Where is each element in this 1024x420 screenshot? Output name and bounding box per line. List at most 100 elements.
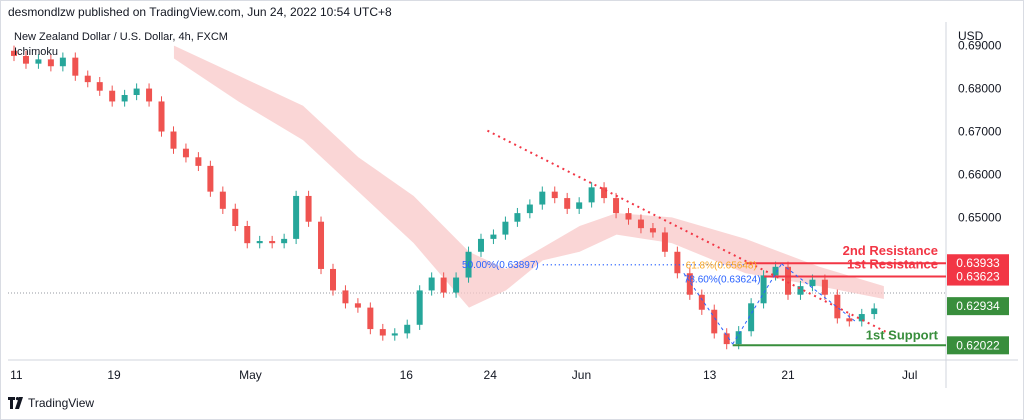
candle-body [84, 75, 91, 83]
candle-body [379, 329, 386, 336]
support1-price-text: 0.62022 [956, 338, 1000, 352]
candle-body [428, 277, 435, 291]
candle-body [367, 307, 374, 330]
candle-body [416, 290, 423, 325]
fib50-label: 50.00%(0.63897) [462, 260, 539, 271]
candle-body [404, 324, 411, 334]
candle-body [121, 95, 128, 102]
y-axis-ticks: 0.69000 0.68000 0.67000 0.66000 0.65000 [958, 39, 1002, 225]
y-tick-label: 0.67000 [958, 125, 1002, 139]
descending-trendline [486, 129, 894, 337]
candle-body [281, 238, 288, 244]
candle-body [477, 238, 484, 252]
candle-body [797, 286, 804, 295]
x-tick-label: Jul [902, 368, 917, 382]
current-price-tag [947, 297, 1009, 316]
candle-body [514, 213, 521, 222]
candle-body [170, 131, 177, 149]
x-tick-label: Jun [572, 368, 591, 382]
footer-brand: TradingView [8, 396, 94, 410]
fib618-label: 61.8%(0.65648) [686, 261, 757, 272]
candle-body [526, 204, 533, 214]
candle-body [440, 277, 447, 293]
y-tick-label: 0.68000 [958, 82, 1002, 96]
candle-body [649, 228, 656, 233]
fib-retrace-line [732, 263, 782, 345]
symbol-title: New Zealand Dollar / U.S. Dollar, 4h, FX… [14, 31, 228, 43]
resistance2-label: 2nd Resistance [843, 243, 938, 258]
candle-body [219, 191, 226, 209]
x-tick-label: 21 [781, 368, 795, 382]
candle-body [539, 191, 546, 205]
x-tick-label: 13 [703, 368, 717, 382]
y-tick-label: 0.65000 [958, 210, 1002, 224]
tradingview-logo-icon [8, 397, 23, 409]
candle-body [772, 266, 779, 276]
candle-body [22, 55, 29, 64]
x-axis-ticks: 11 19 May 16 24 Jun 13 21 Jul [10, 368, 917, 382]
candle-body [453, 277, 460, 293]
candle-body [330, 268, 337, 291]
candle-body [182, 148, 189, 158]
candle-body [564, 198, 571, 209]
candle-body [871, 308, 878, 315]
candle-body [490, 234, 497, 239]
candle-body [846, 318, 853, 322]
currency-label: USD [958, 29, 984, 43]
candle-body [785, 266, 792, 295]
x-tick-label: 19 [107, 368, 121, 382]
candle-body [674, 251, 681, 274]
resistance1-price-text: 0.63623 [956, 270, 1000, 284]
support1-label: 1st Support [866, 327, 939, 342]
resistance1-price-tag [947, 267, 1009, 286]
candle-body [146, 88, 153, 102]
candle-body [133, 88, 140, 96]
candle-body [723, 333, 730, 345]
candle-body [158, 101, 165, 132]
candle-body [244, 226, 251, 244]
candle-body [809, 279, 816, 287]
candle-body [748, 303, 755, 332]
cloud-area [173, 45, 884, 308]
annotations: 2nd Resistance 0.63933 1st Resistance 0.636… [462, 129, 1009, 355]
candle-body [109, 90, 116, 102]
candle-body [232, 208, 239, 227]
resistance2-price-text: 0.63933 [956, 256, 1000, 270]
candle-body [588, 187, 595, 203]
candles [10, 45, 878, 350]
fib786-label: 78.60%(0.63624) [684, 275, 761, 286]
candle-body [35, 59, 42, 64]
candle-body [465, 251, 472, 278]
candle-body [601, 187, 608, 199]
ichimoku-cloud [173, 45, 884, 308]
x-tick-label: 16 [400, 368, 414, 382]
y-tick-label: 0.66000 [958, 167, 1002, 181]
brand-label: TradingView [28, 396, 95, 410]
candle-body [760, 275, 767, 304]
candle-body [256, 241, 263, 244]
candle-body [686, 273, 693, 295]
candle-body [391, 333, 398, 336]
candle-body [551, 191, 558, 199]
indicator-label: Ichimoku [14, 46, 58, 58]
candle-body [858, 314, 865, 322]
publish-info: desmondlzw published on TradingView.com,… [8, 5, 392, 19]
resistance1-label: 1st Resistance [847, 257, 938, 272]
x-tick-label: 24 [484, 368, 498, 382]
candle-body [207, 165, 214, 192]
x-tick-label: May [239, 368, 262, 382]
candle-body [821, 279, 828, 295]
x-tick-label: 11 [10, 368, 23, 382]
candle-body [637, 219, 644, 229]
y-tick-label: 0.69000 [958, 39, 1002, 53]
candle-body [318, 221, 325, 269]
candle-body [269, 241, 276, 244]
candle-body [735, 331, 742, 345]
candle-body [711, 309, 718, 334]
support1-price-tag [947, 336, 1009, 355]
candle-body [342, 290, 349, 304]
fib-swing-line [683, 272, 734, 345]
candle-body [502, 221, 509, 235]
candle-body [293, 195, 300, 239]
